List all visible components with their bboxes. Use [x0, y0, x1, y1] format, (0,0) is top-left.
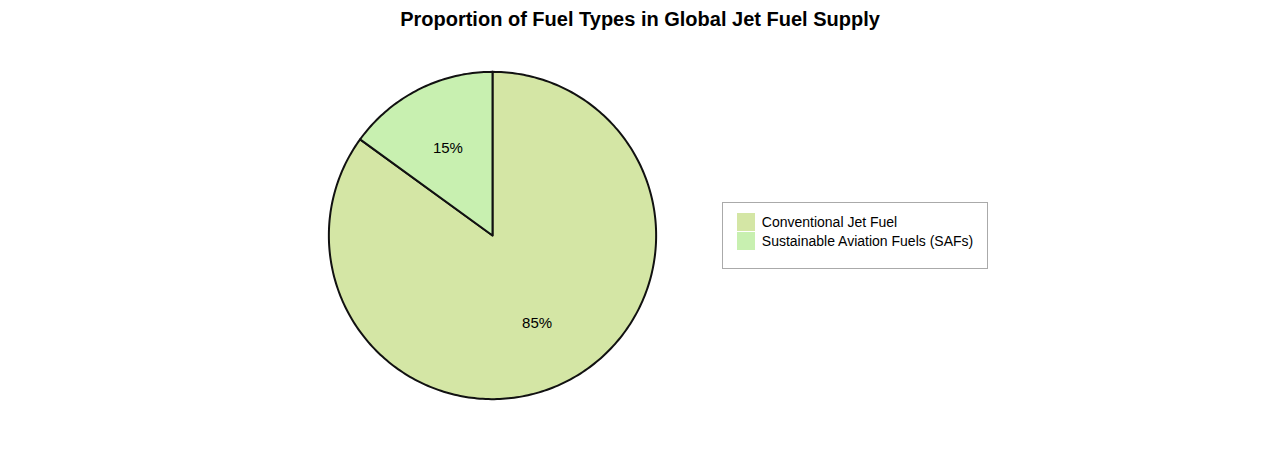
html-text:Proportion of Fuel Types in Gl: Proportion of Fuel Types in Global Jet F… [400, 8, 880, 30]
html-text:Conventional Jet Fuel: Conventional Jet Fuel [761, 213, 898, 230]
html-text:Sustainable Aviation Fuels (SA: Sustainable Aviation Fuels (SAFs) [761, 232, 974, 249]
svg-text:15%: 15% [433, 139, 463, 156]
svg-text:85%: 85% [522, 314, 552, 331]
